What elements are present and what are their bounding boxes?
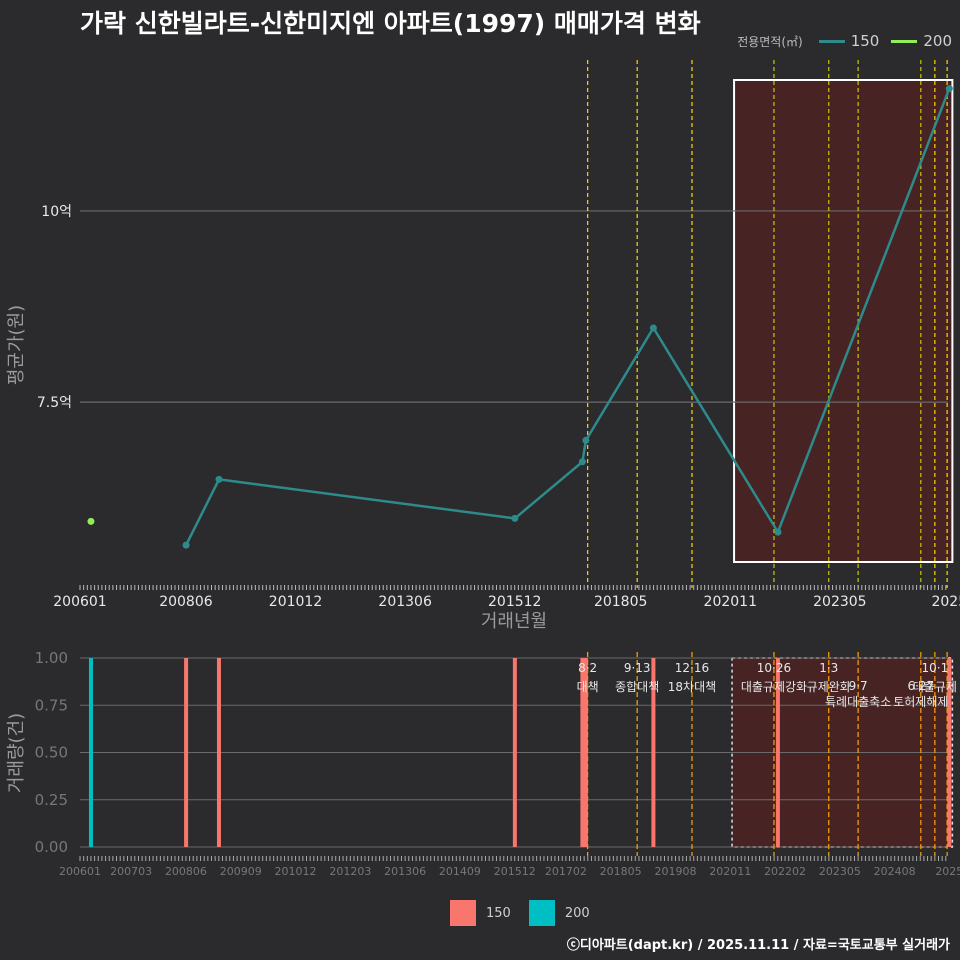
policy-label: 대출규제강화 — [741, 680, 807, 694]
volume-y-tick-label: 1.00 — [35, 649, 68, 667]
x-tick-label: 202011 — [704, 594, 757, 610]
policy-date: 6·27 — [907, 679, 934, 693]
highlight-period-box — [733, 79, 954, 563]
volume-x-tick-label: 201702 — [545, 865, 587, 878]
volume-x-tick-label: 201409 — [439, 865, 481, 878]
volume-y-tick-label: 0.25 — [35, 791, 68, 809]
policy-date: 1·3 — [819, 661, 838, 675]
x-tick-label: 201512 — [488, 594, 541, 610]
data-point-150 — [182, 541, 190, 549]
x-tick-label: 201012 — [269, 594, 322, 610]
x-tick-label: 200601 — [53, 594, 106, 610]
legend-150-label: 150 — [850, 32, 880, 50]
policy-label: 대출규제 — [913, 680, 957, 694]
data-point-150 — [649, 324, 657, 332]
x-tick-label: 202305 — [813, 594, 866, 610]
legend-volume: 150 200 — [450, 900, 590, 926]
x-tick-label: 2025 — [931, 594, 960, 610]
y-axis-title: 평균가(원) — [6, 305, 27, 385]
volume-x-tick-label: 201805 — [600, 865, 642, 878]
data-point-150 — [215, 475, 223, 483]
volume-y-axis-title: 거래량(건) — [6, 713, 27, 793]
legend-volume-200-label: 200 — [564, 905, 590, 921]
volume-bar-150 — [184, 658, 189, 847]
volume-y-tick-label: 0.00 — [35, 838, 68, 856]
volume-bar-150 — [216, 658, 221, 847]
volume-y-tick-label: 0.75 — [35, 696, 68, 714]
data-point-150 — [582, 436, 590, 444]
x-tick-label: 200806 — [159, 594, 213, 610]
volume-bar-150 — [775, 658, 780, 847]
volume-x-tick-label: 200703 — [110, 865, 152, 878]
volume-x-tick-label: 202011 — [709, 865, 751, 878]
policy-date: 9·7 — [849, 679, 868, 693]
policy-label: 토허제해제 — [893, 695, 948, 709]
volume-x-tick-label: 200601 — [59, 865, 101, 878]
series-line-150 — [184, 88, 951, 546]
policy-date: 10·26 — [757, 661, 791, 675]
policy-label: 18차대책 — [668, 679, 716, 694]
legend-area-size: 전용면적(㎡) 150 200 — [737, 32, 952, 50]
volume-x-tick-label: 201908 — [654, 865, 696, 878]
volume-x-tick-label: 202408 — [874, 865, 916, 878]
legend-volume-150-label: 150 — [486, 905, 511, 921]
volume-y-tick-label: 0.50 — [35, 744, 68, 762]
y-tick-label: 7.5억 — [37, 395, 72, 411]
volume-bar-150 — [947, 658, 952, 847]
volume-bar-150 — [512, 658, 517, 847]
volume-x-tick-label: 200909 — [220, 865, 262, 878]
y-tick-label: 10억 — [41, 204, 72, 220]
policy-date: 9·13 — [624, 661, 651, 675]
legend-volume-200-swatch — [528, 900, 555, 926]
volume-bar-150 — [651, 658, 656, 847]
policy-label: 특례대출축소 — [825, 695, 891, 709]
source-caption: ⓒ디아파트(dapt.kr) / 2025.11.11 / 자료=국토교통부 실… — [566, 938, 950, 953]
volume-bar-150 — [583, 658, 588, 847]
policy-label: 대책 — [577, 679, 599, 694]
policy-label: 종합대책 — [615, 679, 659, 694]
x-tick-label: 201805 — [594, 594, 647, 610]
data-point-150 — [945, 85, 953, 93]
volume-x-tick-label: 202202 — [764, 865, 806, 878]
legend-200-swatch — [891, 39, 918, 43]
data-point-200 — [87, 517, 95, 525]
volume-x-tick-label: 201512 — [494, 865, 536, 878]
volume-x-tick-label: 201306 — [384, 865, 426, 878]
policy-date: 8·2 — [578, 661, 597, 675]
volume-x-tick-label: 202305 — [819, 865, 861, 878]
policy-date: 10·1 — [921, 661, 948, 675]
policy-date: 12·16 — [675, 661, 709, 675]
volume-bar-150 — [580, 658, 585, 847]
data-point-150 — [774, 528, 782, 536]
policy-label: 규제완화 — [807, 680, 851, 694]
volume-x-tick-label: 200806 — [165, 865, 207, 878]
data-point-150 — [511, 514, 519, 522]
legend-title: 전용면적(㎡) — [737, 34, 803, 49]
legend-volume-150-swatch — [450, 900, 476, 926]
x-axis-title: 거래년월 — [481, 611, 547, 632]
data-point-150 — [578, 458, 586, 466]
volume-x-tick-label: 201012 — [275, 865, 317, 878]
legend-150-swatch — [818, 39, 845, 43]
volume-bar-200 — [88, 658, 93, 847]
volume-x-tick-label: 201203 — [329, 865, 371, 878]
legend-200-label: 200 — [923, 32, 952, 50]
volume-x-tick-label: 2025 — [935, 865, 960, 878]
chart-title: 가락 신한빌라트-신한미지엔 아파트(1997) 매매가격 변화 — [80, 9, 701, 38]
x-tick-label: 201306 — [378, 594, 432, 610]
